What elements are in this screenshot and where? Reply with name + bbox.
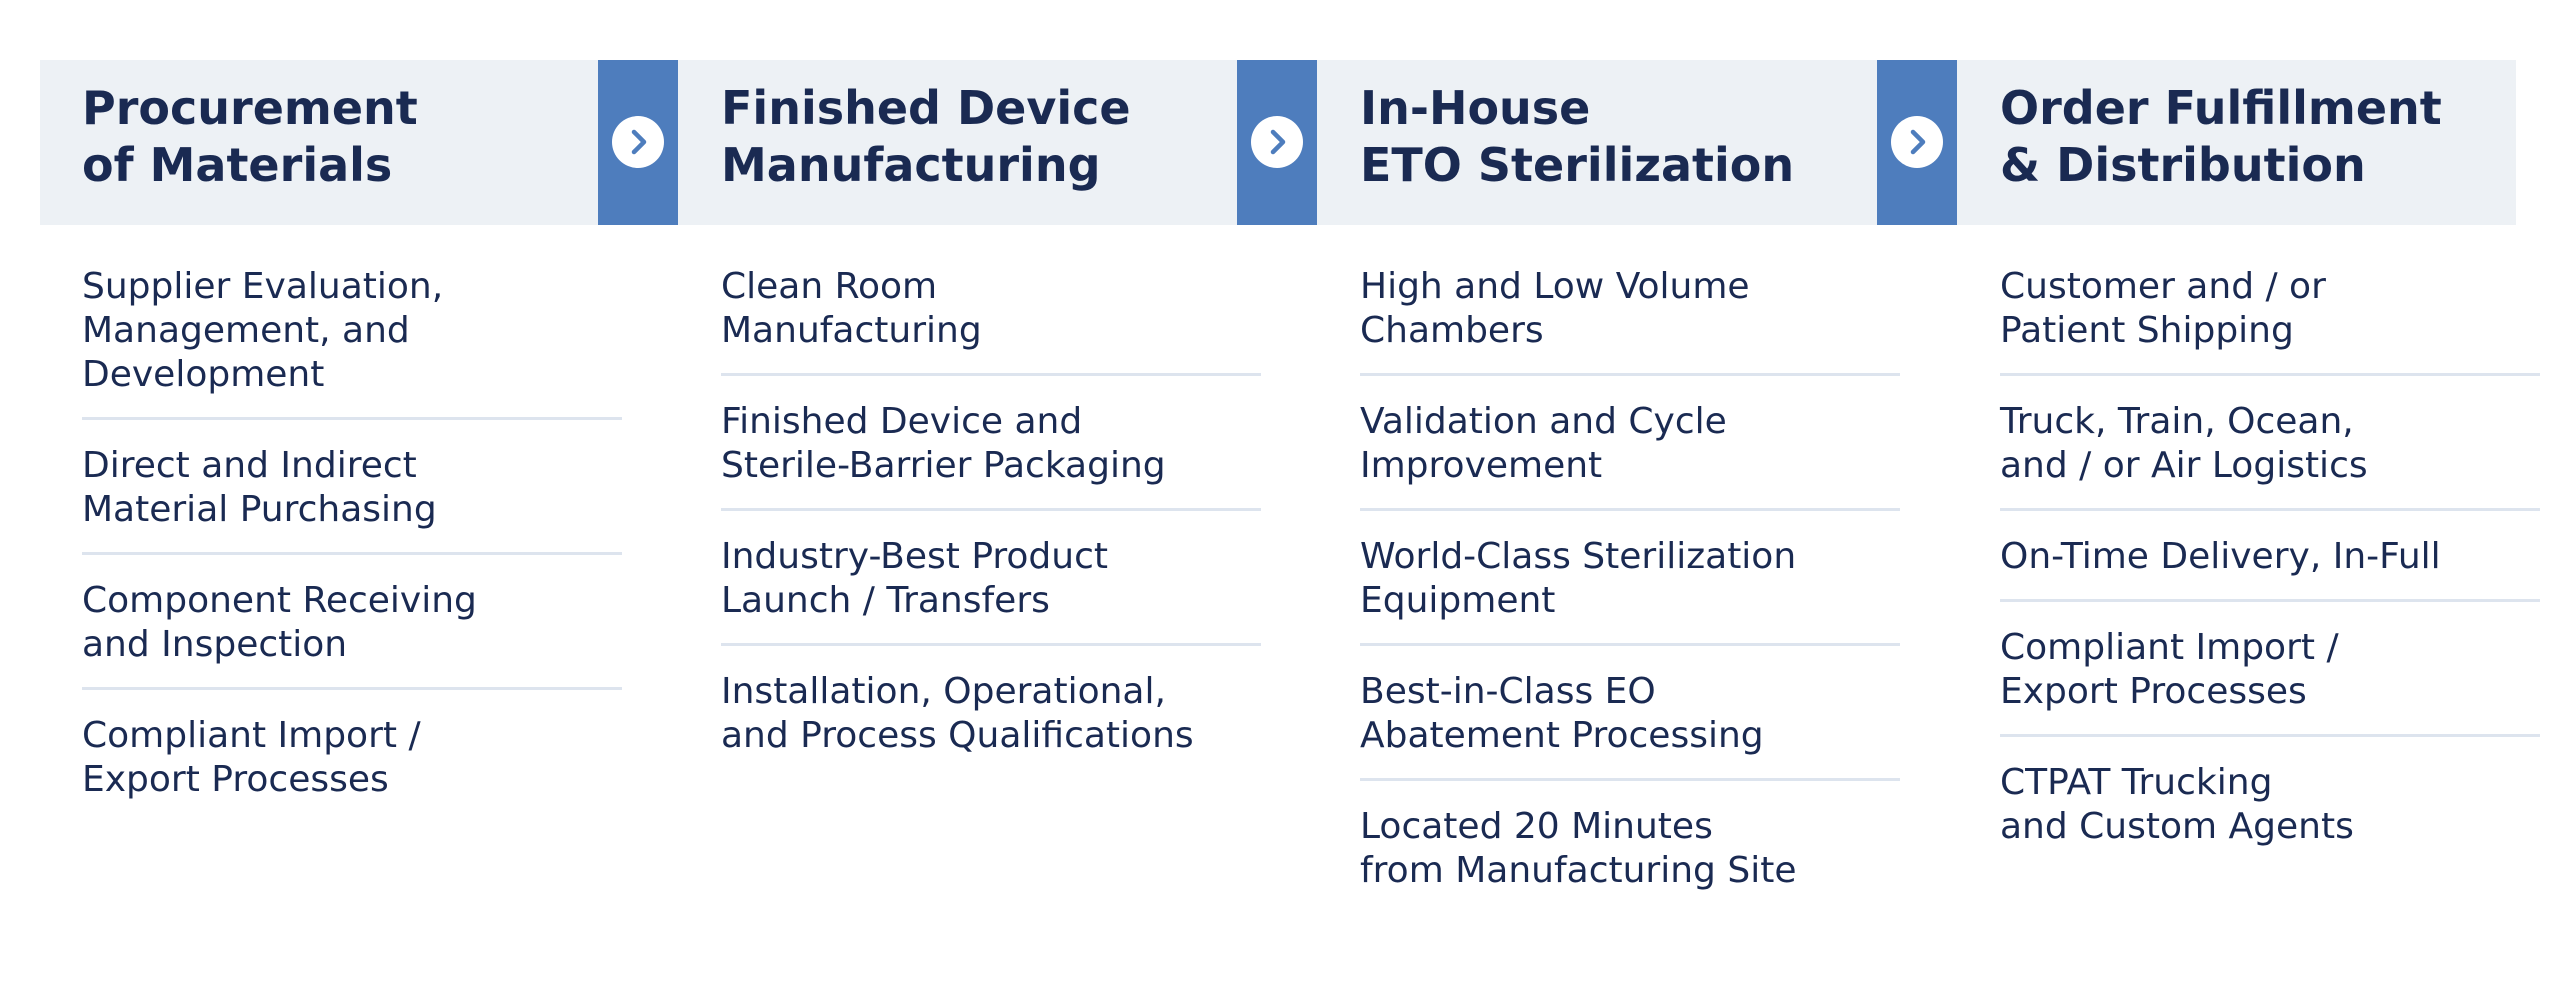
list-item: Finished Device and Sterile-Barrier Pack… <box>721 376 1261 511</box>
list-item: Located 20 Minutes from Manufacturing Si… <box>1360 806 1797 891</box>
stage-title: In-House ETO Sterilization <box>1360 81 1795 192</box>
list-item: Validation and Cycle Improvement <box>1360 376 1900 511</box>
list-item: Best-in-Class EO Abatement Processing <box>1360 646 1900 781</box>
list-item: CTPAT Trucking and Custom Agents <box>2000 762 2354 847</box>
list-item: Customer and / or Patient Shipping <box>2000 265 2540 376</box>
stage-connector-3 <box>1877 60 1957 225</box>
list-item: High and Low Volume Chambers <box>1360 265 1900 376</box>
list-item: Supplier Evaluation, Management, and Dev… <box>82 265 622 420</box>
list-item: Compliant Import / Export Processes <box>2000 602 2540 737</box>
stage-connector-2 <box>1237 60 1317 225</box>
stage-connector-1 <box>598 60 678 225</box>
chevron-right-icon <box>1251 116 1303 168</box>
stage-title: Procurement of Materials <box>82 81 418 192</box>
list-item: Direct and Indirect Material Purchasing <box>82 420 622 555</box>
stage-item-list: Clean Room Manufacturing Finished Device… <box>721 265 1261 778</box>
stage-item-list: Supplier Evaluation, Management, and Dev… <box>82 265 622 822</box>
list-item: Industry-Best Product Launch / Transfers <box>721 511 1261 646</box>
stage-item-list: High and Low Volume Chambers Validation … <box>1360 265 1900 913</box>
chevron-right-icon <box>612 116 664 168</box>
stage-item-list: Customer and / or Patient Shipping Truck… <box>2000 265 2540 869</box>
stage-title: Finished Device Manufacturing <box>721 81 1131 192</box>
chevron-right-icon <box>1891 116 1943 168</box>
list-item: On-Time Delivery, In-Full <box>2000 511 2540 602</box>
list-item: Clean Room Manufacturing <box>721 265 1261 376</box>
list-item: Component Receiving and Inspection <box>82 555 622 690</box>
list-item: Installation, Operational, and Process Q… <box>721 671 1194 756</box>
list-item: Compliant Import / Export Processes <box>82 715 421 800</box>
list-item: World-Class Sterilization Equipment <box>1360 511 1900 646</box>
stage-title: Order Fulfillment & Distribution <box>2000 81 2442 192</box>
list-item: Truck, Train, Ocean, and / or Air Logist… <box>2000 376 2540 511</box>
